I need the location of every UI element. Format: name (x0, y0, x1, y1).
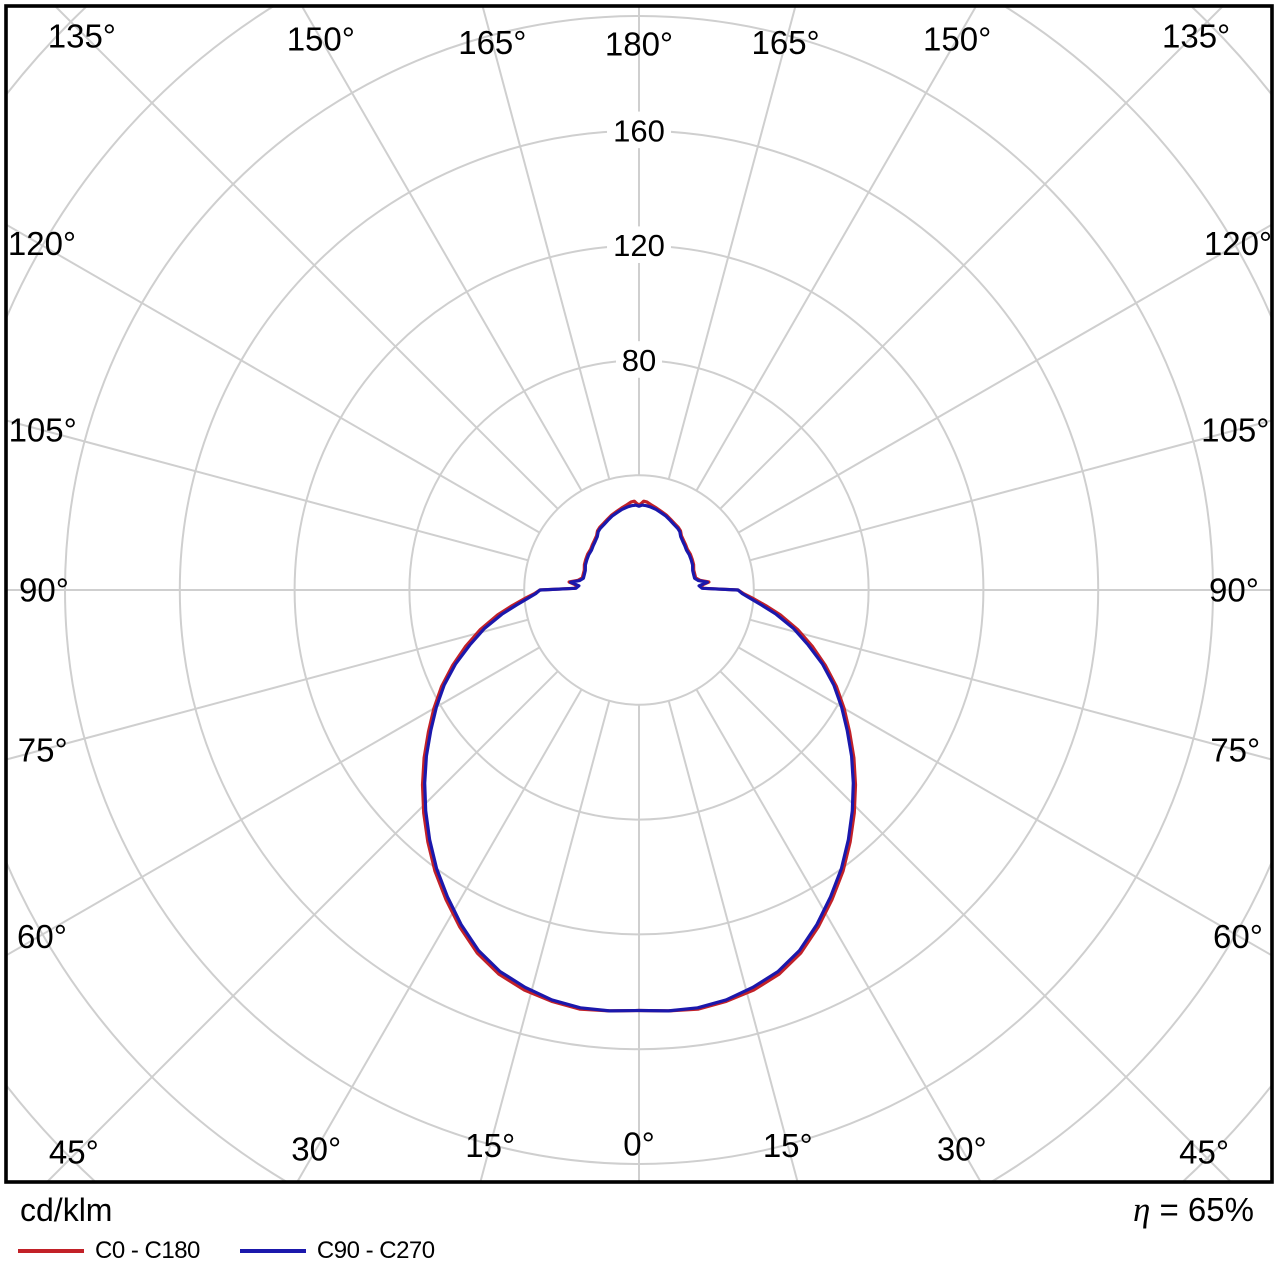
angle-label-45-right: 45° (1179, 1134, 1229, 1171)
eta-symbol: η (1132, 1190, 1151, 1229)
legend: C0 - C180 C90 - C270 (18, 1236, 475, 1266)
grid-spoke-30 (695, 688, 982, 1181)
grid-spoke-225 (55, 7, 559, 510)
units-label: cd/klm (20, 1192, 113, 1228)
legend-item-c90-c270: C90 - C270 (239, 1237, 435, 1265)
angle-label-60-right: 60° (1213, 918, 1263, 955)
polar-grid (7, 7, 1271, 1181)
radial-tick-label-120: 120 (613, 228, 665, 263)
radial-tick-chip (607, 111, 671, 149)
grid-spoke-75 (749, 618, 1271, 761)
intensity-curves (420, 499, 858, 1013)
angle-label-15-left: 15° (465, 1127, 515, 1164)
chart-border (4, 4, 1274, 1184)
angle-label-75-right: 75° (1210, 731, 1260, 768)
grid-spoke-240 (7, 224, 541, 534)
legend-label: C90 - C270 (316, 1237, 435, 1264)
angle-label-105-left: 105° (9, 412, 77, 449)
grid-spoke-345 (479, 700, 611, 1181)
legend-line-swatch (239, 1249, 306, 1253)
legend-item-c0-c180: C0 - C180 (18, 1237, 200, 1265)
grid-spoke-120 (737, 224, 1271, 534)
radial-tick-label-160: 160 (613, 113, 665, 148)
radial-tick-label-80: 80 (622, 343, 656, 378)
eta-value: = 65% (1150, 1191, 1254, 1228)
grid-spoke-315 (47, 670, 559, 1181)
grid-spoke-330 (296, 688, 583, 1181)
legend-line-swatch (18, 1249, 84, 1253)
angle-label-135-right: 135° (1162, 18, 1230, 55)
grid-spoke-300 (7, 646, 541, 956)
angle-label-90-right: 90° (1209, 572, 1259, 609)
radial-tick-chip (607, 226, 671, 263)
efficiency-label: η = 65% (1133, 1190, 1254, 1230)
grid-spoke-165 (667, 7, 797, 480)
grid-spoke-135 (719, 7, 1223, 510)
angle-label-75-left: 75° (18, 731, 68, 768)
angle-label-120-right: 120° (1204, 225, 1272, 262)
grid-spoke-150 (695, 7, 977, 492)
angle-label-15-right: 15° (763, 1127, 813, 1164)
angle-label-0-right: 0° (623, 1126, 655, 1163)
angle-label-135-left: 135° (48, 18, 116, 55)
angle-label-105-right: 105° (1201, 412, 1269, 449)
angle-label-60-left: 60° (17, 918, 67, 955)
angle-label-120-left: 120° (8, 225, 76, 262)
curve-c90-c270 (423, 503, 855, 1013)
grid-spoke-255 (7, 419, 529, 562)
angle-label-180-right: 180° (605, 26, 673, 63)
angle-label-45-left: 45° (49, 1134, 99, 1171)
polar-chart: 80 120 160 0° 15° 15° 30° 30° 45° 45° 60° 60° 75° 75°… (4, 4, 1274, 1184)
angle-label-30-left: 30° (291, 1131, 341, 1168)
angle-label-150-left: 150° (287, 20, 355, 57)
angle-label-165-left: 165° (458, 24, 526, 61)
grid-spoke-210 (301, 7, 583, 492)
angle-label-90-left: 90° (19, 572, 69, 609)
angle-label-150-right: 150° (923, 20, 991, 57)
angle-label-30-right: 30° (937, 1131, 987, 1168)
grid-spoke-285 (7, 618, 529, 761)
legend-label: C0 - C180 (95, 1237, 200, 1264)
grid-spoke-105 (749, 419, 1271, 562)
grid-spoke-60 (737, 646, 1271, 956)
grid-spoke-195 (481, 7, 611, 480)
grid-spoke-15 (667, 700, 799, 1181)
radial-tick-chip (616, 341, 662, 378)
angle-label-165-right: 165° (752, 24, 820, 61)
grid-spoke-45 (719, 670, 1231, 1181)
